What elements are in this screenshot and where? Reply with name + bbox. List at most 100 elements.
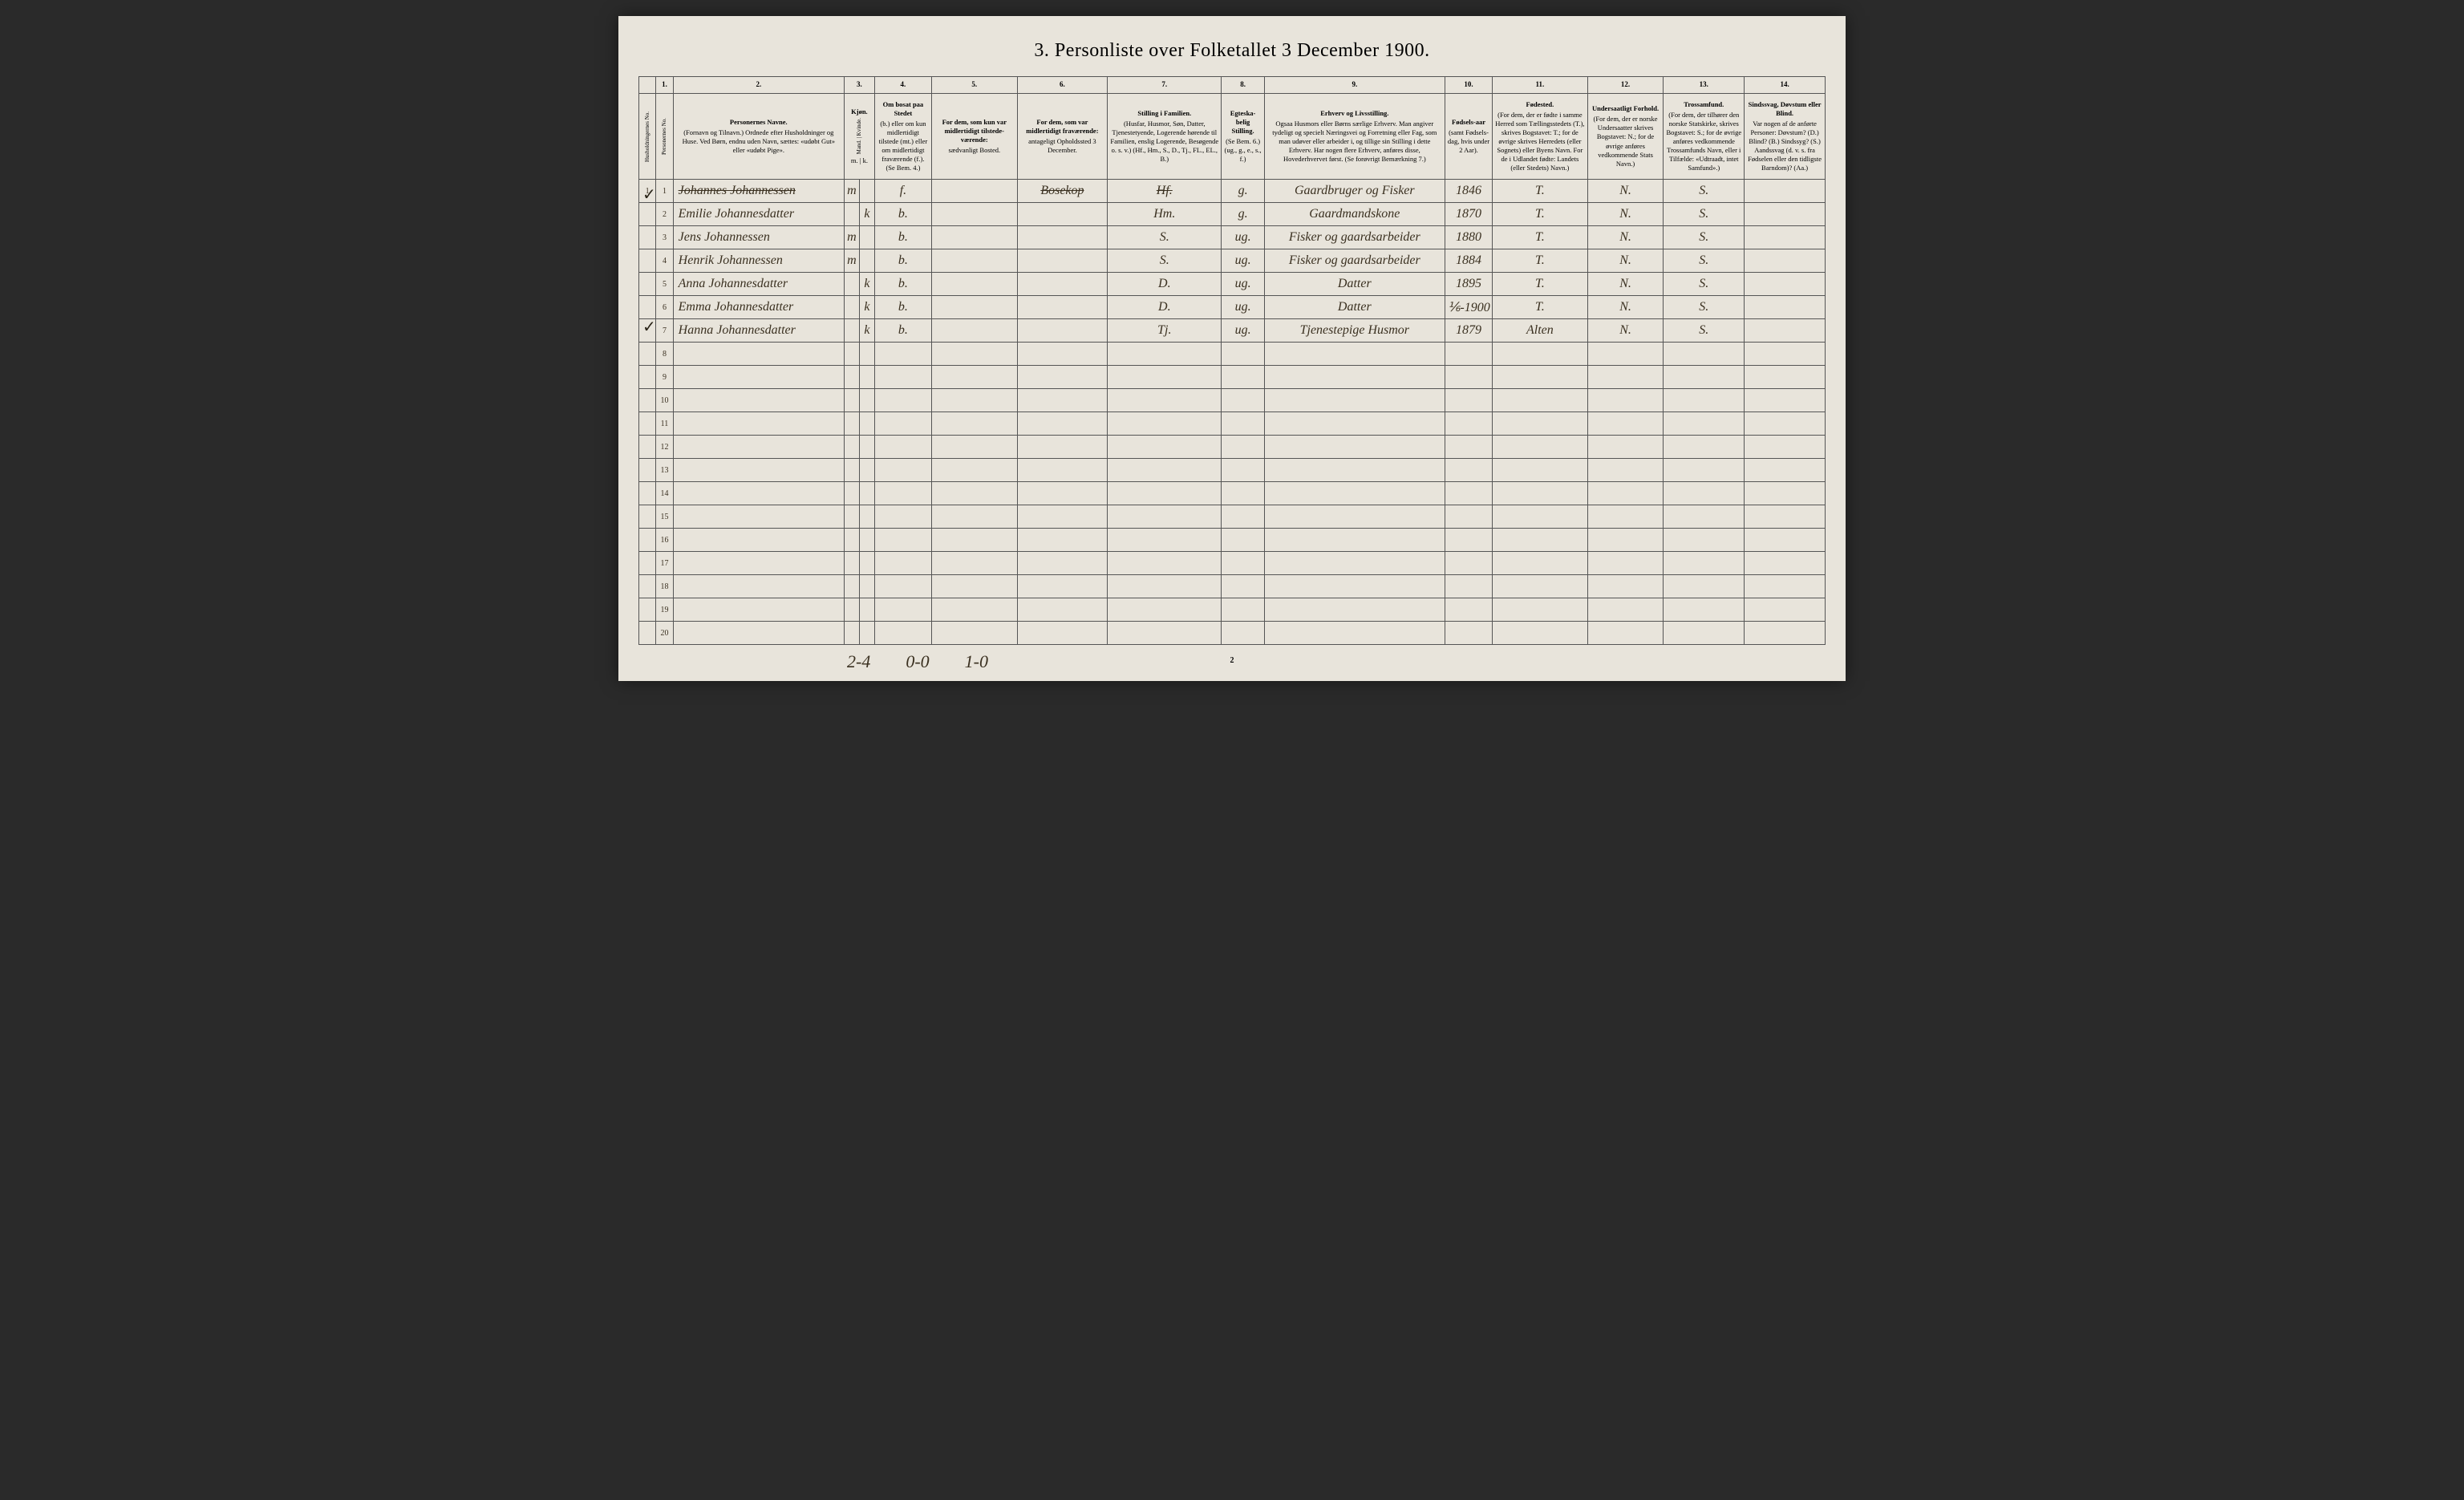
- cell-bosat: f.: [874, 180, 931, 203]
- colnum-blank: [639, 77, 656, 94]
- cell-erhverv: Gaardmandskone: [1264, 203, 1445, 226]
- cell-empty: [874, 366, 931, 389]
- cell-empty: [859, 622, 874, 645]
- cell-empty: [1745, 366, 1826, 389]
- cell-sinds: [1745, 180, 1826, 203]
- cell-bosat: b.: [874, 249, 931, 273]
- cell-empty: [1445, 459, 1492, 482]
- cell-fra: [1017, 226, 1108, 249]
- cell-fodested: T.: [1493, 226, 1588, 249]
- cell-fodsel: 1846: [1445, 180, 1492, 203]
- cell-empty: [1493, 459, 1588, 482]
- cell-empty: [1664, 482, 1745, 505]
- hdr-hushold: Husholdningernes No.: [639, 94, 656, 180]
- cell-empty: [874, 529, 931, 552]
- cell-empty: [1264, 622, 1445, 645]
- cell-empty: [931, 622, 1017, 645]
- colnum-12: 12.: [1587, 77, 1664, 94]
- cell-empty: [1222, 436, 1264, 459]
- cell-fodsel: 1880: [1445, 226, 1492, 249]
- cell-empty: [1264, 598, 1445, 622]
- cell-name: Hanna Johannesdatter: [673, 319, 844, 343]
- cell-empty: [874, 552, 931, 575]
- cell-empty: [1108, 343, 1222, 366]
- cell-empty: [1745, 436, 1826, 459]
- cell-empty: [844, 529, 859, 552]
- cell-hus: [639, 203, 656, 226]
- cell-empty: [1493, 622, 1588, 645]
- cell-empty: [1664, 598, 1745, 622]
- cell-empty: [931, 552, 1017, 575]
- cell-empty: 10: [656, 389, 673, 412]
- table-row: 5Anna Johannesdatterkb.D.ug.Datter1895T.…: [639, 273, 1826, 296]
- colnum-7: 7.: [1108, 77, 1222, 94]
- cell-empty: [1745, 529, 1826, 552]
- table-row: 7Hanna Johannesdatterkb.Tj.ug.Tjenestepi…: [639, 319, 1826, 343]
- cell-empty: 8: [656, 343, 673, 366]
- cell-name: Jens Johannessen: [673, 226, 844, 249]
- cell-empty: [1264, 343, 1445, 366]
- cell-empty: [1493, 505, 1588, 529]
- cell-empty: 16: [656, 529, 673, 552]
- cell-fra: [1017, 249, 1108, 273]
- cell-empty: [1745, 622, 1826, 645]
- cell-empty: [859, 529, 874, 552]
- cell-m: m: [844, 180, 859, 203]
- hdr-undersaat: Undersaatligt Forhold.(For dem, der er n…: [1587, 94, 1664, 180]
- cell-empty: [1017, 505, 1108, 529]
- cell-fra: [1017, 296, 1108, 319]
- cell-empty: [1222, 575, 1264, 598]
- cell-pers: 5: [656, 273, 673, 296]
- cell-empty: [1264, 459, 1445, 482]
- cell-empty: [1445, 505, 1492, 529]
- cell-stilling: Hm.: [1108, 203, 1222, 226]
- cell-empty: [1587, 482, 1664, 505]
- cell-empty: [844, 575, 859, 598]
- cell-empty: [931, 412, 1017, 436]
- cell-k: [859, 180, 874, 203]
- cell-under: N.: [1587, 319, 1664, 343]
- colnum-14: 14.: [1745, 77, 1826, 94]
- cell-empty: [1017, 529, 1108, 552]
- cell-empty: [859, 505, 874, 529]
- cell-empty: [1745, 343, 1826, 366]
- cell-tros: S.: [1664, 296, 1745, 319]
- cell-empty: [931, 459, 1017, 482]
- cell-tros: S.: [1664, 273, 1745, 296]
- cell-empty: [673, 343, 844, 366]
- cell-under: N.: [1587, 203, 1664, 226]
- cell-erhverv: Datter: [1264, 273, 1445, 296]
- cell-empty: [844, 505, 859, 529]
- cell-empty: [1108, 598, 1222, 622]
- cell-empty: [1017, 622, 1108, 645]
- cell-empty: [1222, 622, 1264, 645]
- cell-empty: [1222, 412, 1264, 436]
- cell-empty: [1445, 598, 1492, 622]
- cell-m: [844, 296, 859, 319]
- cell-empty: [1587, 412, 1664, 436]
- cell-empty: [1445, 436, 1492, 459]
- cell-erhverv: Datter: [1264, 296, 1445, 319]
- cell-empty: [1108, 505, 1222, 529]
- cell-empty: [639, 575, 656, 598]
- cell-egte: ug.: [1222, 319, 1264, 343]
- hdr-erhverv: Erhverv og Livsstilling.Ogsaa Husmors el…: [1264, 94, 1445, 180]
- cell-empty: [1108, 552, 1222, 575]
- cell-empty: [673, 552, 844, 575]
- cell-k: k: [859, 319, 874, 343]
- cell-mt: [931, 180, 1017, 203]
- cell-under: N.: [1587, 273, 1664, 296]
- cell-empty: [639, 366, 656, 389]
- cell-empty: [1745, 598, 1826, 622]
- cell-empty: [1587, 389, 1664, 412]
- cell-empty: [1493, 436, 1588, 459]
- cell-egte: ug.: [1222, 249, 1264, 273]
- cell-empty: [859, 436, 874, 459]
- cell-mt: [931, 226, 1017, 249]
- cell-egte: g.: [1222, 180, 1264, 203]
- cell-empty: 20: [656, 622, 673, 645]
- cell-empty: [1264, 575, 1445, 598]
- cell-egte: ug.: [1222, 226, 1264, 249]
- cell-tros: S.: [1664, 226, 1745, 249]
- cell-empty: [1745, 459, 1826, 482]
